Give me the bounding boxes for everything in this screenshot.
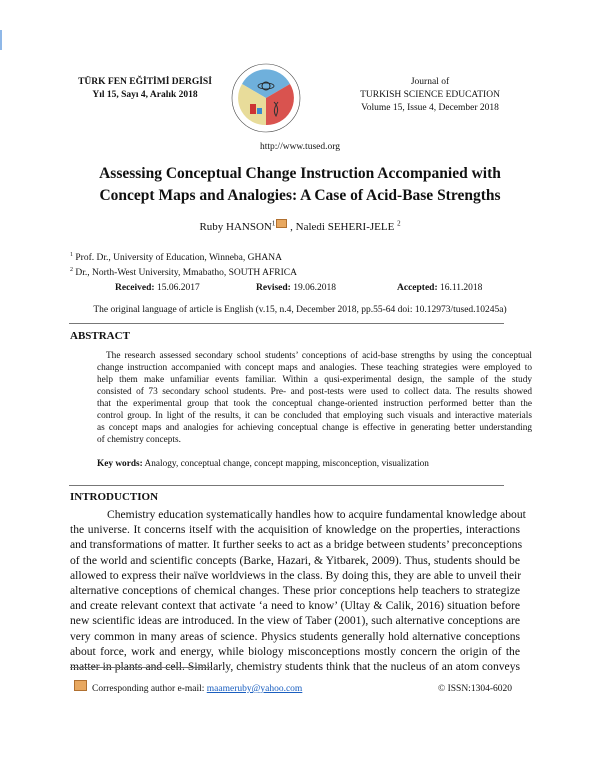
affiliation: Prof. Dr., University of Education, Winn… — [75, 253, 282, 264]
author-sup: 2 — [397, 219, 401, 228]
intro-line: new scientific ideas are introduced. In … — [70, 614, 520, 628]
author-name: Ruby HANSON — [199, 221, 272, 233]
journal-header-english: Journal of TURKISH SCIENCE EDUCATION Vol… — [340, 76, 520, 115]
intro-line: alternative conceptions of chemical chan… — [70, 584, 520, 597]
journal-header-turkish: TÜRK FEN EĞİTİMİ DERGİSİ Yıl 15, Sayı 4,… — [70, 76, 220, 102]
abstract-line: as concept maps and analogies for achiev… — [97, 423, 532, 433]
journal-issue-turkish: Yıl 15, Sayı 4, Aralık 2018 — [92, 90, 198, 100]
abstract-line: help them make unfamiliar events familia… — [97, 375, 532, 385]
intro-line: and create relevant context that activat… — [70, 599, 520, 613]
intro-line: very common in many areas of science. Ph… — [70, 629, 520, 643]
author-name: , Naledi SEHERI-JELE — [290, 221, 395, 233]
author-list: Ruby HANSON1 , Naledi SEHERI-JELE 2 — [60, 219, 540, 233]
envelope-icon — [276, 219, 288, 228]
journal-name-english: TURKISH SCIENCE EDUCATION — [360, 90, 500, 100]
journal-of: Journal of — [410, 77, 450, 87]
intro-line: Chemistry education systematically handl… — [107, 508, 526, 521]
abstract-line: that the experimental group that took th… — [97, 399, 532, 409]
accepted-label: Accepted: — [397, 283, 438, 293]
email-link[interactable]: maameruby@yahoo.com — [206, 684, 303, 694]
title-line: Concept Maps and Analogies: A Case of Ac… — [99, 187, 501, 204]
keywords: Key words: Analogy, conceptual change, c… — [97, 459, 429, 469]
divider — [69, 323, 504, 324]
author-sup: 1 — [271, 219, 276, 228]
abstract-line: control group. In light of the results, … — [97, 411, 532, 421]
selection-marker — [0, 30, 2, 50]
article-title: Assessing Conceptual Change Instruction … — [60, 163, 540, 207]
abstract-line: of chemistry concepts. — [97, 435, 181, 445]
intro-line: of the world and scientific concepts (Ba… — [70, 553, 520, 567]
envelope-icon — [74, 680, 87, 691]
revised-label: Revised: — [256, 283, 291, 293]
issn: © ISSN:1304-6020 — [438, 684, 512, 694]
affiliations: 1 Prof. Dr., University of Education, Wi… — [70, 249, 297, 279]
received-date: Received: 15.06.2017 — [115, 283, 200, 293]
accepted-date: Accepted: 16.11.2018 — [397, 283, 482, 293]
revised-date: Revised: 19.06.2018 — [256, 283, 336, 293]
keywords-label: Key words: — [97, 459, 143, 469]
journal-logo — [231, 63, 301, 133]
divider — [69, 485, 504, 486]
introduction-heading: INTRODUCTION — [70, 491, 159, 503]
journal-issue-english: Volume 15, Issue 4, December 2018 — [361, 103, 499, 113]
corresponding-label: Corresponding author e-mail: — [92, 684, 205, 694]
received-value: 15.06.2017 — [156, 283, 200, 293]
intro-line: and transformations of matter. It furthe… — [70, 538, 523, 552]
abstract-heading: ABSTRACT — [70, 330, 130, 342]
affil-sup: 1 — [70, 252, 73, 258]
abstract-line: consisted of 73 secondary school student… — [97, 387, 532, 397]
affiliation: Dr., North-West University, Mmabatho, SO… — [75, 268, 297, 279]
abstract-line: change instruction accompanied with conc… — [97, 363, 532, 373]
intro-line: the universe. It concerns itself with th… — [70, 523, 520, 537]
keywords-value: Analogy, conceptual change, concept mapp… — [144, 459, 429, 469]
language-note: The original language of article is Engl… — [93, 305, 507, 315]
received-label: Received: — [115, 283, 155, 293]
corresponding-author: Corresponding author e-mail: maameruby@y… — [92, 684, 302, 694]
revised-value: 19.06.2018 — [293, 283, 336, 293]
title-line: Assessing Conceptual Change Instruction … — [99, 165, 501, 182]
intro-line: matter in plants and cell. Similarly, ch… — [70, 660, 520, 673]
accepted-value: 16.11.2018 — [440, 283, 483, 293]
journal-url[interactable]: http://www.tused.org — [260, 142, 340, 152]
intro-line: allowed to express their naïve worldview… — [70, 568, 522, 582]
footnote-divider — [70, 667, 212, 668]
affil-sup: 2 — [70, 267, 73, 274]
abstract-line: The research assessed secondary school s… — [106, 351, 532, 361]
journal-name-turkish: TÜRK FEN EĞİTİMİ DERGİSİ — [78, 77, 212, 87]
intro-line: about force, work and energy, while biol… — [70, 644, 520, 658]
